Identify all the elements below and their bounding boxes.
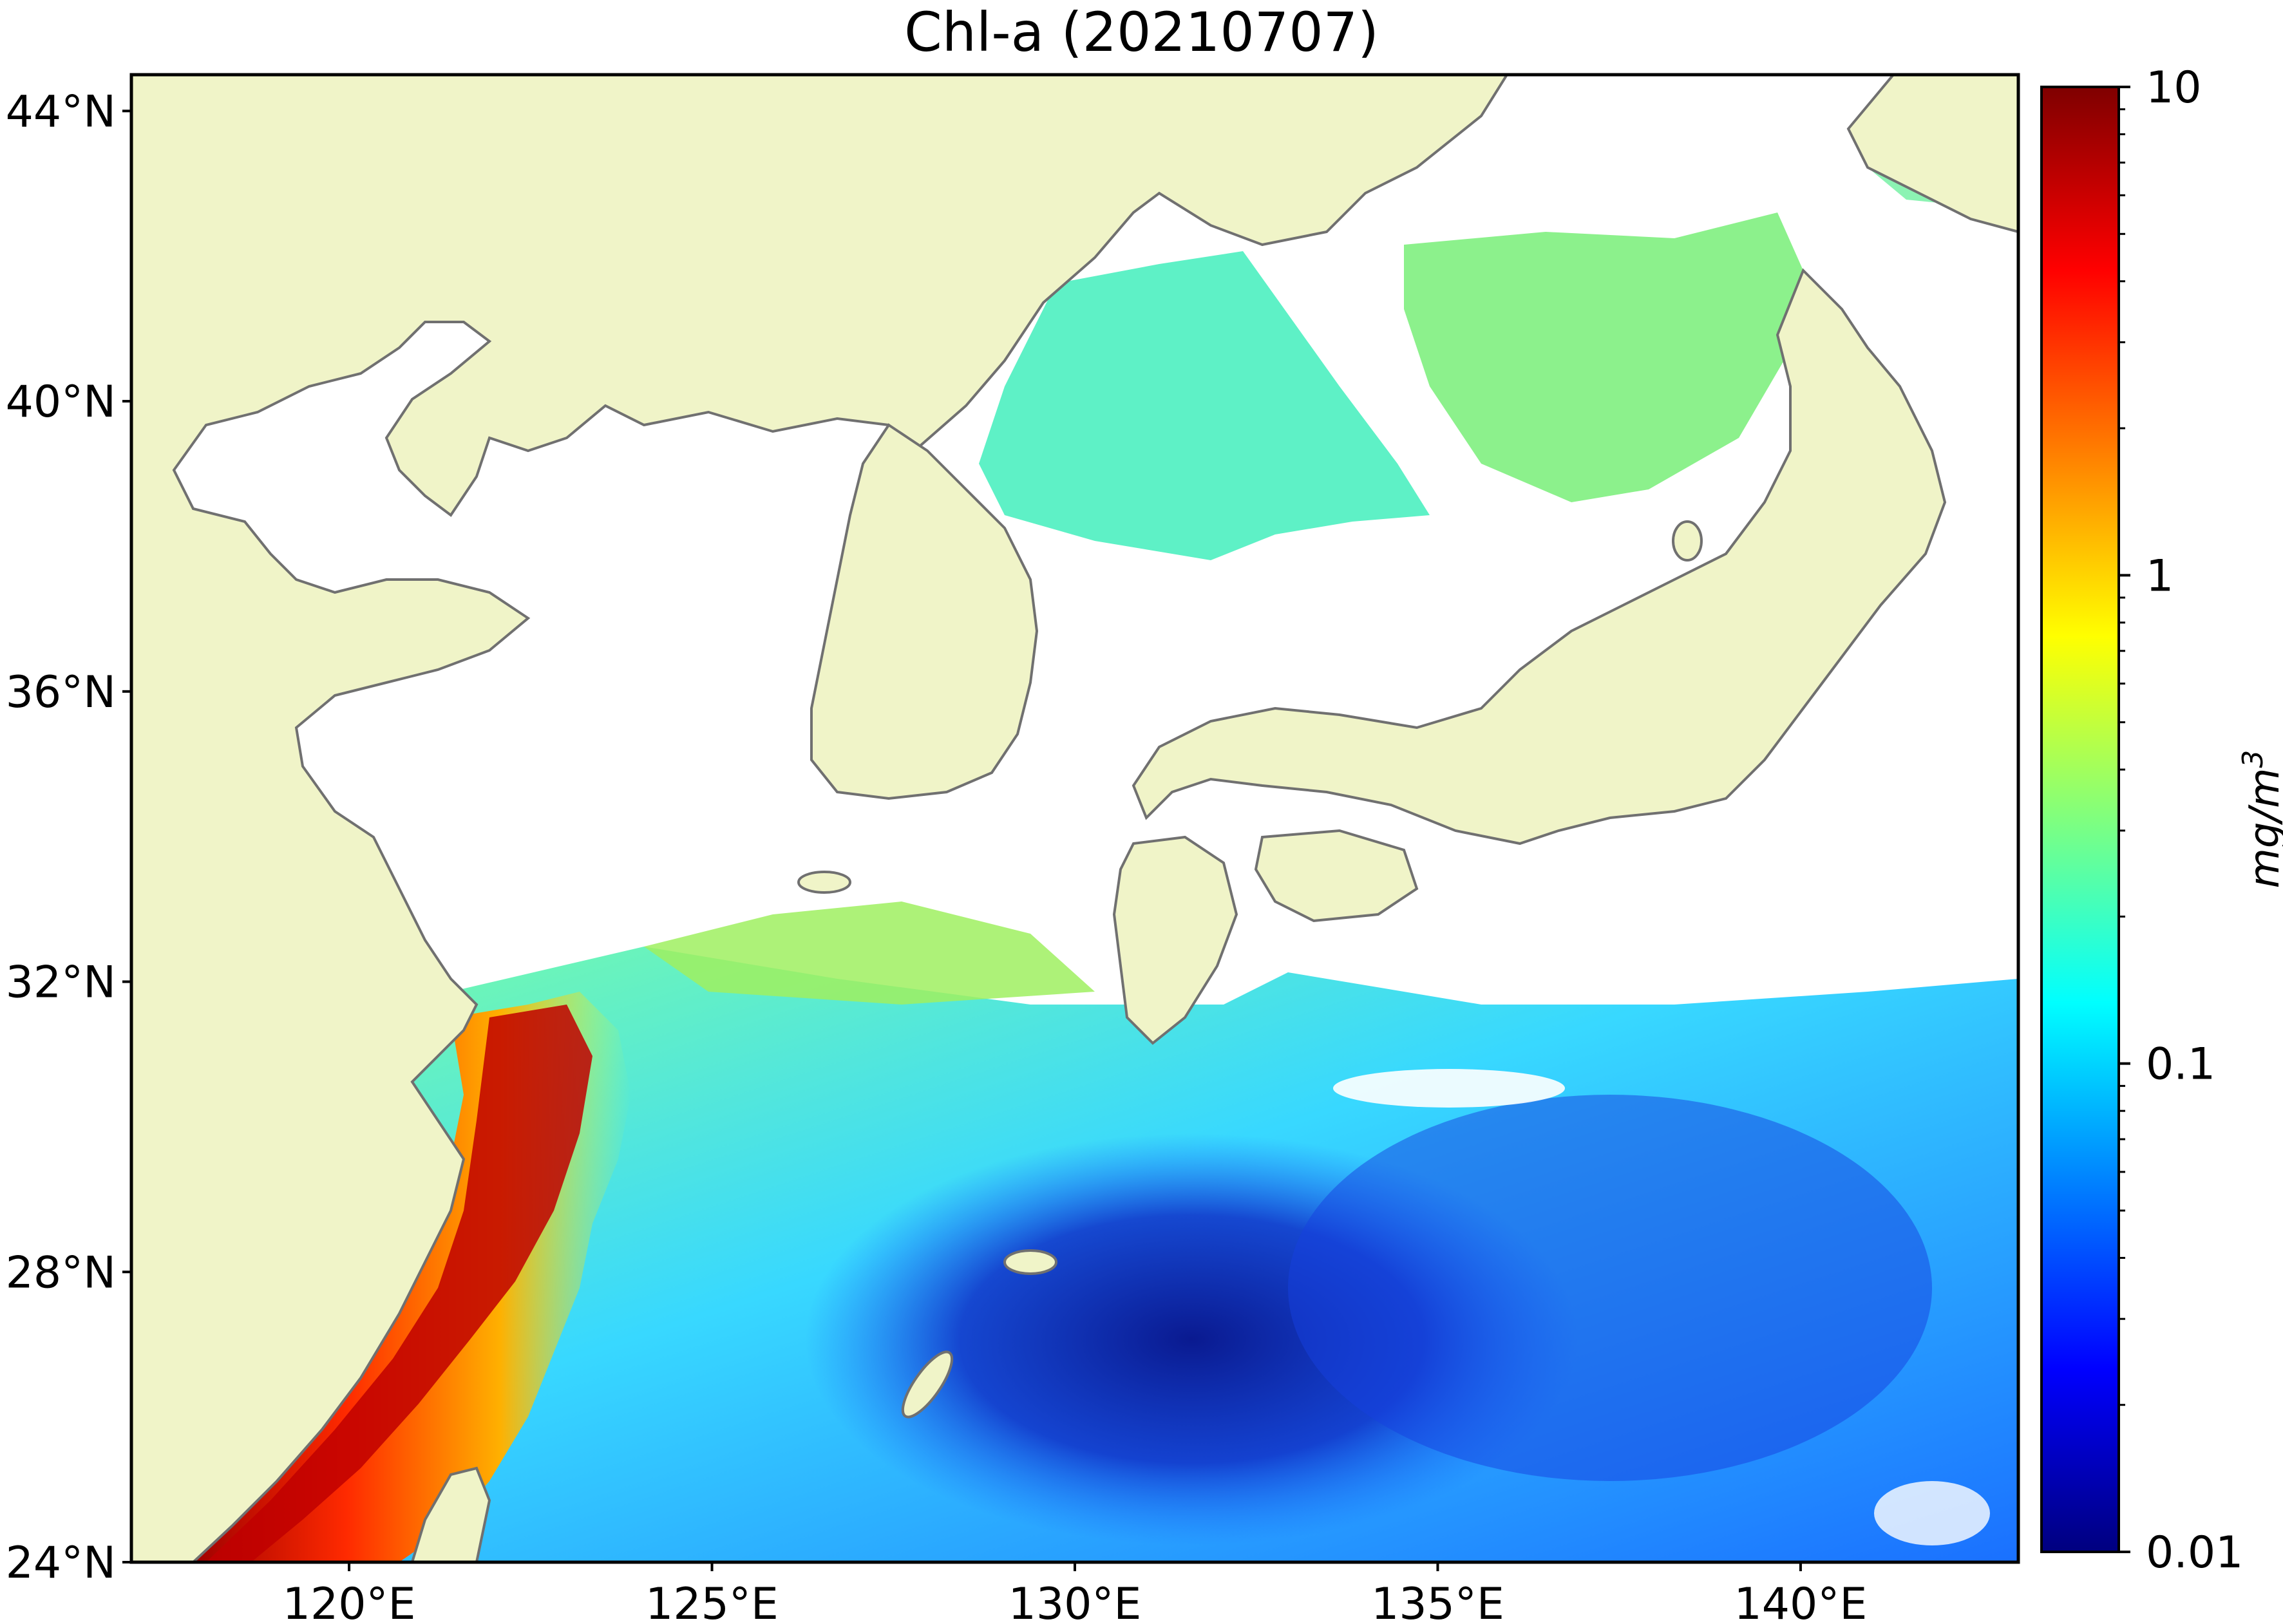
lon-tick-label: 125°E <box>645 1579 779 1624</box>
island-amami <box>1003 1249 1057 1275</box>
low-chl-pool-east <box>1288 1095 1932 1481</box>
japan-sea-chl-west <box>979 251 1430 560</box>
land-china <box>131 75 1509 1562</box>
cloud-patch <box>1874 1481 1990 1545</box>
lon-tick-label: 120°E <box>283 1579 416 1624</box>
colorbar-tick-label: 0.01 <box>2146 1527 2243 1578</box>
colorbar-tick-label: 10 <box>2146 62 2202 113</box>
lat-tick-label: 24°N <box>6 1538 116 1589</box>
longitude-axis: 120°E 125°E 130°E 135°E 140°E <box>283 1562 1868 1624</box>
japan-sea-chl-east <box>1404 212 1803 502</box>
colorbar-tick-label: 0.1 <box>2146 1039 2215 1090</box>
yangtze-plume-core <box>206 1005 592 1562</box>
island-sado <box>1672 520 1703 562</box>
island-jeju <box>797 871 851 894</box>
lat-tick-label: 40°N <box>6 377 116 428</box>
lon-tick-label: 140°E <box>1734 1579 1868 1624</box>
colorbar-tick-label: 1 <box>2146 551 2174 601</box>
lat-tick-label: 44°N <box>6 86 116 137</box>
colorbar-gradient <box>2040 86 2120 1553</box>
lon-tick-label: 130°E <box>1009 1579 1142 1624</box>
lat-tick-label: 36°N <box>6 667 116 718</box>
east-china-sea-chl <box>644 902 1095 1005</box>
map-area <box>131 75 2018 1562</box>
land-hokkaido <box>1846 75 2018 234</box>
colorbar-unit: mg/m3 <box>2237 750 2283 889</box>
latitude-axis: 44°N 40°N 36°N 32°N 28°N 24°N <box>6 86 131 1589</box>
colorbar-ticks: 10 1 0.1 0.01 <box>2119 62 2243 1578</box>
colorbar: 10 1 0.1 0.01 mg/m3 <box>2040 62 2283 1578</box>
lat-tick-label: 28°N <box>6 1247 116 1298</box>
map-title: Chl-a (20210707) <box>904 1 1379 64</box>
island-okinawa <box>901 1350 954 1419</box>
land-taiwan <box>410 1466 491 1562</box>
land-japan-kyushu <box>1112 835 1238 1045</box>
land-korea <box>810 423 1039 800</box>
lon-tick-label: 135°E <box>1371 1579 1504 1624</box>
cloud-patch <box>1333 1069 1565 1108</box>
lat-tick-label: 32°N <box>6 958 116 1008</box>
land-japan-honshu <box>1132 268 1947 845</box>
land-japan-shikoku <box>1254 829 1419 923</box>
